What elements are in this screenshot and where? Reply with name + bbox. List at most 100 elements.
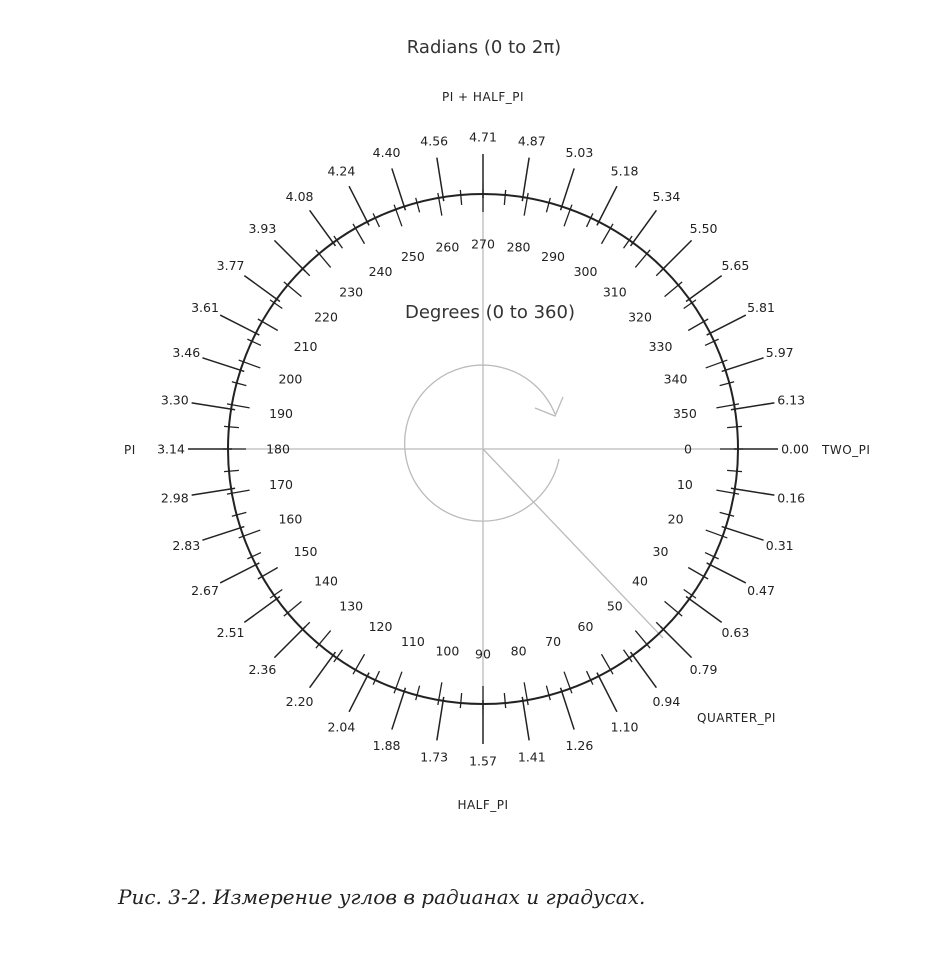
degree-label: 40 — [632, 573, 648, 588]
radian-tick — [391, 687, 407, 730]
radian-tick — [629, 209, 658, 247]
radian-label: 5.03 — [565, 145, 593, 160]
degree-tick — [705, 359, 728, 369]
degree-tick — [333, 649, 344, 663]
degree-tick — [283, 600, 302, 617]
degree-label: 110 — [401, 634, 425, 649]
radian-label: 3.30 — [161, 393, 189, 408]
radian-label: 3.61 — [191, 300, 219, 315]
degree-tick — [315, 249, 332, 268]
degree-tick — [585, 670, 594, 685]
degree-tick — [664, 281, 683, 298]
radian-label: 5.81 — [747, 300, 775, 315]
radian-tick — [273, 239, 307, 273]
degree-label: 160 — [278, 512, 302, 527]
radian-tick — [596, 672, 618, 713]
radian-label: 5.18 — [611, 164, 639, 179]
radian-label: 1.73 — [420, 750, 448, 765]
degree-label: 310 — [603, 285, 627, 300]
degree-label: 140 — [314, 573, 338, 588]
degree-tick — [545, 685, 551, 701]
degree-tick — [704, 338, 719, 347]
degree-tick — [352, 653, 366, 675]
degree-label: 190 — [269, 406, 293, 421]
degree-label: 60 — [578, 619, 594, 634]
degree-label: 80 — [511, 643, 527, 658]
radian-tick — [436, 157, 445, 202]
degree-label: 30 — [653, 544, 669, 559]
degree-label: 240 — [369, 264, 393, 279]
degree-tick — [716, 403, 740, 409]
degree-tick — [415, 197, 421, 213]
degree-tick — [687, 318, 709, 332]
radian-labels: 0.00 0.16 0.31 0.47 0.63 0.79 0.94 1.10 1.26 1.41… — [157, 130, 809, 769]
radian-label: 4.08 — [286, 189, 314, 204]
radian-tick — [348, 185, 370, 226]
radian-label: 0.31 — [766, 538, 794, 553]
radian-label: 2.04 — [327, 720, 355, 735]
pi-plus-half-pi-label: PI + HALF_PI — [442, 90, 524, 104]
degree-tick — [727, 425, 743, 429]
degree-tick — [585, 213, 594, 228]
radian-label: 3.93 — [248, 221, 276, 236]
radian-tick — [685, 274, 723, 303]
degree-label: 200 — [278, 371, 302, 386]
pi-label: PI — [124, 443, 136, 457]
radian-label: 4.56 — [420, 133, 448, 148]
degree-tick — [257, 318, 279, 332]
degree-tick — [459, 189, 463, 205]
radians-title: Radians (0 to 2π) — [407, 37, 561, 58]
radian-label: 4.71 — [469, 130, 497, 145]
radian-tick — [391, 168, 407, 211]
degree-label: 100 — [435, 643, 459, 658]
degree-tick — [231, 511, 247, 517]
degree-tick — [563, 671, 573, 694]
radian-label: 3.14 — [157, 442, 185, 457]
degree-tick — [719, 381, 735, 387]
degree-tick — [238, 359, 261, 369]
degree-tick — [634, 630, 651, 649]
degree-label: 120 — [369, 619, 393, 634]
degree-label: 210 — [294, 339, 318, 354]
degree-label: 50 — [607, 599, 623, 614]
degree-label: 130 — [339, 599, 363, 614]
radian-label: 5.97 — [766, 345, 794, 360]
radian-label: 0.00 — [781, 442, 809, 457]
degree-tick — [664, 600, 683, 617]
radian-label: 2.83 — [172, 538, 200, 553]
degree-tick — [600, 223, 614, 245]
radian-tick — [659, 239, 693, 273]
degree-tick — [523, 192, 529, 216]
radian-tick — [559, 687, 575, 730]
degree-label: 0 — [684, 442, 692, 457]
degree-tick — [372, 213, 381, 228]
radian-tick — [273, 625, 307, 659]
degree-label: 280 — [507, 240, 531, 255]
radian-label: 0.16 — [777, 490, 805, 505]
degree-tick — [247, 338, 262, 347]
degree-tick — [226, 489, 250, 495]
degree-label: 90 — [475, 647, 491, 662]
degree-tick — [393, 204, 403, 227]
degrees-title: Degrees (0 to 360) — [405, 302, 575, 323]
degree-tick — [716, 489, 740, 495]
degree-tick — [705, 529, 728, 539]
radian-tick — [721, 525, 764, 541]
radian-label: 5.50 — [690, 221, 718, 236]
radian-label: 5.65 — [721, 258, 749, 273]
degree-tick — [600, 653, 614, 675]
radian-label: 2.98 — [161, 490, 189, 505]
radian-tick — [685, 595, 723, 624]
radian-tick — [191, 402, 236, 411]
degree-label: 70 — [545, 634, 561, 649]
degree-label: 20 — [668, 512, 684, 527]
radian-tick — [521, 696, 530, 741]
degree-tick — [352, 223, 366, 245]
degree-tick — [563, 204, 573, 227]
radian-label: 4.24 — [327, 164, 355, 179]
figure-caption: Рис. 3-2. Измерение углов в радианах и г… — [118, 885, 646, 909]
degree-label: 150 — [294, 544, 318, 559]
radian-tick — [436, 696, 445, 741]
radian-tick — [308, 651, 337, 689]
